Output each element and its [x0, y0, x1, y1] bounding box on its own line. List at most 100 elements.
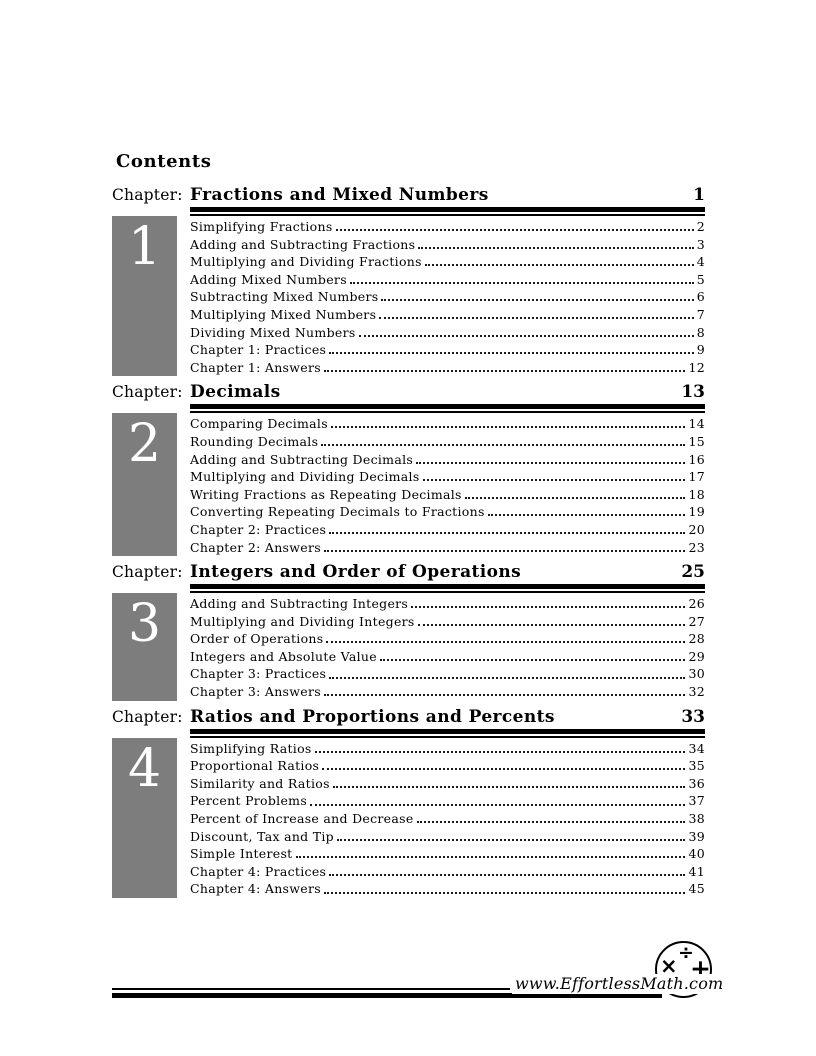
toc-entry[interactable]: Subtracting Mixed Numbers 6 [190, 288, 705, 306]
chapter-section: Chapter: Ratios and Proportions and Perc… [112, 705, 705, 898]
toc-leader-dots [424, 264, 694, 267]
toc-entry-label: Simple Interest [190, 846, 293, 862]
toc-entry[interactable]: Simplifying Fractions 2 [190, 218, 705, 236]
toc-leader-dots [323, 694, 686, 697]
toc-entry-page: 19 [688, 504, 705, 520]
toc-entry[interactable]: Adding and Subtracting Fractions 3 [190, 236, 705, 254]
toc-leader-dots [417, 623, 686, 626]
toc-entry-page: 7 [696, 306, 705, 322]
toc-entry[interactable]: Chapter 1: Answers 12 [190, 359, 705, 377]
toc-entry[interactable]: Chapter 3: Answers 32 [190, 683, 705, 701]
toc-entry[interactable]: Adding Mixed Numbers 5 [190, 271, 705, 289]
toc-entry-label: Subtracting Mixed Numbers [190, 289, 379, 305]
toc-entry-label: Similarity and Ratios [190, 775, 330, 791]
toc-entry[interactable]: Discount, Tax and Tip 39 [190, 828, 705, 846]
toc-entry-page: 23 [688, 539, 705, 555]
chapter-body: 2 Comparing Decimals 14 Rounding Decimal… [112, 413, 705, 557]
footer-rule-thin [112, 988, 510, 990]
chapter-item-list: Adding and Subtracting Integers 26 Multi… [190, 593, 705, 701]
chapter-number-box: 2 [112, 413, 177, 557]
toc-entry-page: 28 [688, 631, 705, 647]
toc-entry[interactable]: Proportional Ratios 35 [190, 757, 705, 775]
multiply-icon: × [660, 954, 678, 978]
toc-entry-page: 17 [688, 469, 705, 485]
toc-leader-dots [422, 479, 686, 482]
footer-rule-thick [112, 993, 662, 998]
toc-entry-page: 29 [688, 648, 705, 664]
toc-leader-dots [322, 768, 686, 771]
toc-entry[interactable]: Chapter 2: Practices 20 [190, 521, 705, 539]
chapter-item-list: Comparing Decimals 14 Rounding Decimals … [190, 413, 705, 556]
toc-entry-label: Chapter 2: Answers [190, 539, 321, 555]
toc-entry-label: Order of Operations [190, 631, 324, 647]
toc-entry-page: 34 [688, 740, 705, 756]
toc-entry-page: 16 [688, 451, 705, 467]
toc-entry[interactable]: Adding and Subtracting Decimals 16 [190, 451, 705, 469]
toc-entry[interactable]: Adding and Subtracting Integers 26 [190, 595, 705, 613]
toc-entry-page: 41 [688, 863, 705, 879]
toc-entry[interactable]: Chapter 1: Practices 9 [190, 341, 705, 359]
toc-entry-label: Writing Fractions as Repeating Decimals [190, 486, 462, 502]
toc-leader-dots [329, 676, 686, 679]
toc-entry-label: Chapter 4: Answers [190, 881, 321, 897]
toc-entry-page: 3 [696, 236, 705, 252]
toc-entry[interactable]: Simple Interest 40 [190, 845, 705, 863]
toc-entry-label: Proportional Ratios [190, 758, 320, 774]
chapter-number: 3 [127, 594, 162, 655]
toc-entry[interactable]: Rounding Decimals 15 [190, 433, 705, 451]
chapter-title[interactable]: Fractions and Mixed Numbers [190, 185, 489, 205]
website-link[interactable]: www.EffortlessMath.com [512, 974, 728, 994]
toc-entry[interactable]: Order of Operations 28 [190, 630, 705, 648]
toc-entry[interactable]: Dividing Mixed Numbers 8 [190, 324, 705, 342]
toc-entry[interactable]: Multiplying and Dividing Integers 27 [190, 613, 705, 631]
toc-entry[interactable]: Chapter 3: Practices 30 [190, 665, 705, 683]
toc-entry-page: 40 [688, 846, 705, 862]
toc-entry[interactable]: Converting Repeating Decimals to Fractio… [190, 503, 705, 521]
toc-entry-page: 26 [688, 596, 705, 612]
chapter-rule [190, 207, 705, 216]
toc-leader-dots [418, 246, 694, 249]
toc-entry[interactable]: Multiplying and Dividing Fractions 4 [190, 253, 705, 271]
chapter-page-number: 25 [681, 562, 705, 583]
toc-leader-dots [323, 549, 686, 552]
toc-entry-page: 2 [696, 219, 705, 234]
toc-leader-dots [487, 514, 686, 517]
chapter-section: Chapter: Decimals 13 2 Comparing Decimal… [112, 380, 705, 557]
chapter-title[interactable]: Integers and Order of Operations [190, 562, 522, 583]
chapter-list: Chapter: Fractions and Mixed Numbers 1 1… [112, 183, 705, 898]
toc-leader-dots [335, 229, 694, 232]
toc-entry-page: 39 [688, 828, 705, 844]
toc-entry[interactable]: Simplifying Ratios 34 [190, 740, 705, 758]
chapter-title[interactable]: Ratios and Proportions and Percents [190, 706, 555, 727]
toc-entry[interactable]: Chapter 2: Answers 23 [190, 539, 705, 557]
toc-entry[interactable]: Multiplying Mixed Numbers 7 [190, 306, 705, 324]
toc-entry[interactable]: Percent Problems 37 [190, 792, 705, 810]
toc-leader-dots [330, 426, 686, 429]
toc-entry-label: Converting Repeating Decimals to Fractio… [190, 504, 485, 520]
toc-entry[interactable]: Percent of Increase and Decrease 38 [190, 810, 705, 828]
toc-entry[interactable]: Comparing Decimals 14 [190, 415, 705, 433]
toc-leader-dots [358, 334, 694, 337]
toc-entry[interactable]: Writing Fractions as Repeating Decimals … [190, 486, 705, 504]
chapter-body: 1 Simplifying Fractions 2 Adding and Sub… [112, 216, 705, 377]
toc-entry-page: 32 [688, 684, 705, 700]
toc-entry[interactable]: Multiplying and Dividing Decimals 17 [190, 468, 705, 486]
toc-entry-label: Chapter 1: Practices [190, 342, 327, 358]
chapter-body: 3 Adding and Subtracting Integers 26 Mul… [112, 593, 705, 701]
toc-entry-label: Comparing Decimals [190, 416, 328, 432]
toc-entry-page: 9 [696, 342, 705, 358]
toc-entry[interactable]: Similarity and Ratios 36 [190, 775, 705, 793]
toc-entry[interactable]: Chapter 4: Answers 45 [190, 880, 705, 898]
toc-entry-label: Multiplying and Dividing Fractions [190, 254, 422, 270]
toc-entry[interactable]: Chapter 4: Practices 41 [190, 863, 705, 881]
toc-entry-page: 36 [688, 775, 705, 791]
toc-entry-page: 30 [688, 666, 705, 682]
toc-leader-dots [329, 873, 686, 876]
chapter-title[interactable]: Decimals [190, 382, 281, 403]
toc-leader-dots [349, 281, 694, 284]
toc-entry-label: Integers and Absolute Value [190, 648, 377, 664]
toc-entry-label: Chapter 4: Practices [190, 863, 327, 879]
toc-entry-page: 37 [688, 793, 705, 809]
toc-entry[interactable]: Integers and Absolute Value 29 [190, 648, 705, 666]
toc-entry-page: 4 [696, 254, 705, 270]
